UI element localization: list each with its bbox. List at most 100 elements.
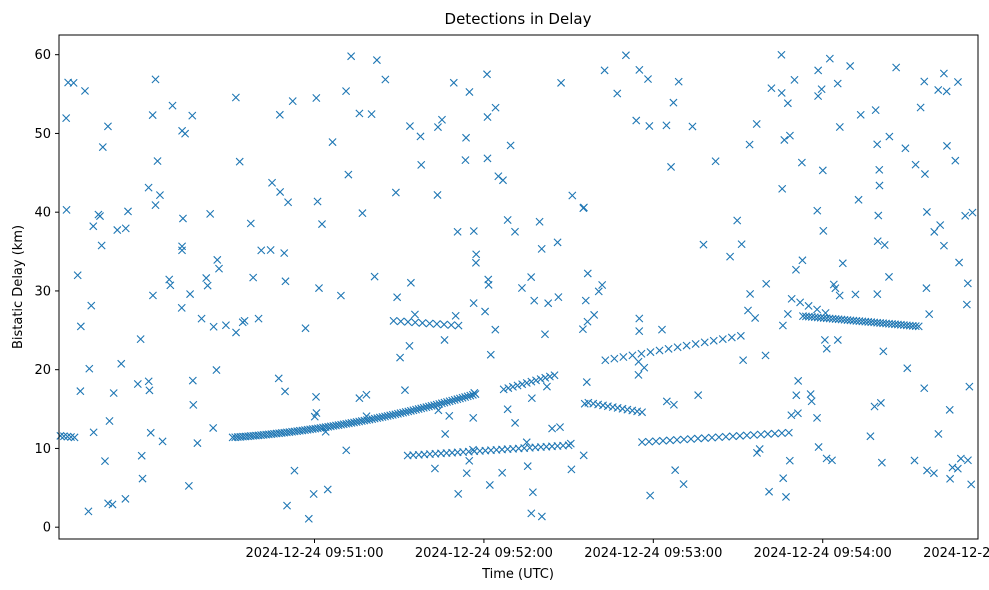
data-point — [825, 54, 834, 63]
data-point — [739, 356, 748, 365]
chart-title: Detections in Delay — [445, 10, 592, 28]
data-point — [461, 393, 470, 402]
data-point — [798, 256, 807, 265]
data-point — [89, 222, 98, 231]
data-point — [410, 310, 419, 319]
data-point — [880, 241, 889, 250]
data-point — [73, 271, 82, 280]
data-point — [659, 436, 667, 445]
data-point — [752, 448, 761, 457]
data-point — [188, 376, 197, 385]
data-point — [312, 94, 321, 102]
data-point — [96, 212, 104, 221]
data-point — [968, 208, 977, 217]
data-point — [743, 306, 752, 315]
data-point — [458, 393, 467, 402]
data-point — [414, 405, 423, 414]
data-point — [136, 335, 145, 344]
data-point — [178, 242, 187, 251]
data-point — [718, 335, 727, 344]
data-point — [618, 404, 627, 413]
data-point — [275, 110, 284, 119]
data-point — [923, 466, 932, 475]
data-point — [404, 407, 413, 416]
data-point — [396, 409, 405, 418]
plot-area — [59, 35, 978, 539]
data-point — [846, 62, 855, 71]
data-point — [393, 293, 402, 302]
data-point — [838, 259, 847, 268]
data-point — [465, 87, 474, 96]
data-point — [399, 408, 408, 417]
data-point — [266, 246, 275, 255]
data-point — [151, 75, 160, 84]
data-point — [939, 241, 948, 250]
data-point — [203, 281, 212, 290]
data-point — [756, 430, 765, 439]
data-point — [582, 378, 591, 387]
data-point — [953, 78, 962, 86]
data-point — [498, 176, 507, 185]
data-point — [632, 116, 641, 125]
data-point — [411, 318, 420, 327]
data-point — [797, 158, 806, 167]
data-point — [780, 135, 789, 144]
data-point — [619, 352, 628, 361]
data-point — [425, 319, 434, 328]
data-point — [437, 115, 446, 124]
data-point — [819, 226, 828, 235]
data-point — [184, 481, 193, 490]
data-point — [309, 489, 318, 498]
data-point — [833, 335, 842, 344]
data-point — [962, 300, 971, 309]
data-point — [424, 402, 433, 411]
data-point — [784, 428, 793, 437]
data-point — [178, 214, 187, 223]
data-point — [922, 284, 931, 293]
data-point — [594, 400, 603, 409]
data-point — [441, 429, 450, 438]
data-point — [440, 320, 449, 329]
data-point — [177, 303, 186, 312]
data-point — [362, 390, 371, 399]
data-point — [608, 403, 617, 412]
data-point — [461, 156, 470, 165]
data-point — [313, 197, 322, 206]
data-point — [151, 201, 160, 210]
data-point — [97, 241, 106, 250]
data-point — [328, 138, 337, 147]
data-point — [64, 78, 73, 87]
data-point — [396, 353, 405, 362]
data-point — [417, 160, 426, 169]
data-point — [440, 335, 449, 344]
data-point — [922, 207, 931, 216]
data-point — [508, 382, 517, 391]
data-point — [527, 377, 536, 386]
data-point — [873, 290, 882, 299]
data-point — [613, 89, 622, 98]
data-point — [813, 305, 822, 314]
data-point — [610, 354, 619, 363]
data-point — [249, 273, 258, 282]
data-point — [193, 439, 202, 448]
data-point — [314, 284, 323, 293]
data-point — [276, 187, 285, 196]
data-point — [870, 402, 879, 411]
data-point — [948, 463, 957, 472]
data-point — [342, 446, 351, 455]
data-point — [828, 456, 836, 465]
y-tick-label: 0 — [43, 521, 51, 536]
data-point — [76, 387, 85, 396]
data-point — [517, 284, 526, 292]
data-point — [312, 392, 321, 401]
data-point — [807, 397, 816, 406]
data-point — [752, 119, 761, 128]
data-point — [419, 403, 428, 412]
data-point — [763, 430, 772, 439]
data-point — [674, 77, 683, 86]
data-point — [409, 406, 418, 415]
data-point — [448, 396, 457, 405]
data-point — [146, 428, 155, 437]
data-point — [511, 227, 519, 236]
data-point — [503, 215, 512, 224]
